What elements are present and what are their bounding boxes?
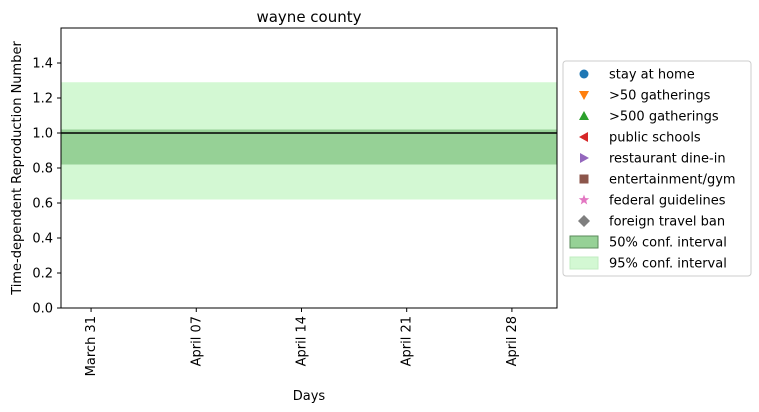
legend-label: 50% conf. interval (609, 236, 727, 251)
x-tick-label: April 21 (400, 316, 415, 366)
y-tick-label: 0.8 (32, 162, 53, 177)
legend-marker-public-schools (579, 132, 588, 142)
legend-marker-restaurant-dine-in (580, 153, 589, 163)
x-tick-label: March 31 (84, 316, 99, 376)
x-tick-label: April 14 (294, 316, 309, 366)
x-axis-label: Days (293, 389, 326, 404)
legend-marker-federal-guidelines (578, 194, 590, 205)
chart-title: wayne county (256, 8, 361, 26)
y-axis: 0.0 0.2 0.4 0.6 0.8 1.0 1.2 1.4 (32, 57, 61, 317)
legend-label: stay at home (609, 68, 695, 83)
legend-marker-stay-at-home (579, 69, 589, 79)
y-tick-label: 1.4 (32, 57, 53, 72)
legend-label: federal guidelines (609, 194, 726, 209)
legend-marker-95-conf-interval (569, 256, 599, 270)
y-tick-label: 1.2 (32, 92, 53, 107)
legend-marker-50-gatherings (579, 91, 589, 100)
legend-label: public schools (609, 131, 701, 146)
y-tick-label: 0.4 (32, 232, 53, 247)
y-tick-label: 0.6 (32, 197, 53, 212)
x-axis: March 31 April 07 April 14 April 21 April 28 (84, 308, 520, 376)
legend-marker-foreign-travel-ban (578, 215, 590, 227)
legend-label: >50 gatherings (609, 89, 711, 104)
legend-marker-500-gatherings (579, 111, 589, 120)
legend-label: >500 gatherings (609, 110, 719, 125)
legend-marker-50-conf-interval (569, 235, 599, 249)
legend-box (562, 60, 752, 277)
plot-area (60, 27, 558, 309)
legend: stay at home >50 gatherings >500 gathering… (562, 60, 752, 277)
ci50-band (61, 129, 557, 165)
legend-label: entertainment/gym (609, 173, 736, 188)
legend-marker-entertainment-gym (579, 174, 589, 184)
legend-label: foreign travel ban (609, 215, 725, 230)
x-tick-label: April 28 (505, 316, 520, 366)
y-axis-label: Time-dependent Reproduction Number (10, 41, 25, 296)
y-tick-label: 0.0 (32, 302, 53, 317)
legend-label: restaurant dine-in (609, 152, 726, 167)
y-tick-label: 1.0 (32, 127, 53, 142)
x-tick-label: April 07 (189, 316, 204, 366)
y-tick-label: 0.2 (32, 267, 53, 282)
legend-label: 95% conf. interval (609, 257, 727, 272)
